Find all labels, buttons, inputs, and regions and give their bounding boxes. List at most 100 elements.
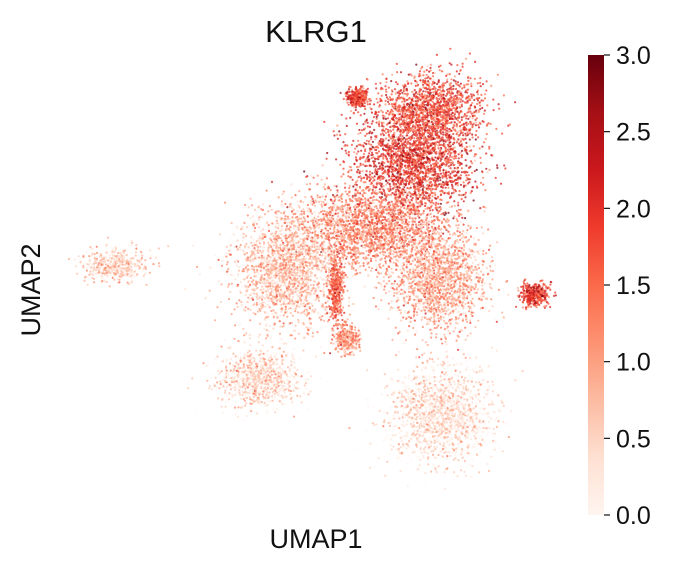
scatter-point [423, 100, 426, 104]
scatter-point [370, 132, 373, 135]
scatter-point [439, 120, 442, 123]
scatter-point [390, 108, 393, 111]
scatter-point [446, 111, 449, 114]
scatter-point [450, 179, 453, 182]
scatter-point [411, 103, 414, 107]
scatter-point [338, 218, 341, 221]
scatter-point [418, 154, 421, 157]
scatter-point [381, 73, 384, 76]
scatter-point [359, 131, 362, 135]
scatter-point [447, 186, 450, 189]
scatter-point [377, 191, 380, 194]
scatter-point [421, 203, 424, 206]
scatter-point [427, 128, 431, 131]
scatter-point [407, 176, 410, 179]
scatter-point [471, 136, 474, 139]
scatter-point [449, 167, 452, 170]
scatter-point [402, 203, 405, 206]
scatter-point [416, 120, 419, 123]
scatter-point [380, 99, 383, 102]
scatter-point [355, 104, 358, 107]
scatter-point [353, 92, 357, 95]
scatter-point [391, 173, 394, 176]
scatter-point [457, 170, 460, 173]
scatter-cluster [339, 84, 369, 115]
scatter-point [370, 192, 373, 195]
scatter-point [322, 186, 325, 189]
scatter-point [381, 161, 384, 164]
scatter-point [411, 161, 414, 164]
scatter-point [420, 152, 423, 156]
scatter-point [393, 131, 396, 134]
scatter-point [465, 114, 468, 117]
scatter-point [392, 175, 395, 178]
scatter-point [448, 121, 451, 124]
scatter-point [430, 185, 433, 188]
scatter-point [380, 109, 383, 112]
scatter-point [454, 175, 457, 178]
scatter-point [379, 82, 382, 85]
scatter-point [357, 150, 360, 153]
scatter-point [360, 206, 364, 209]
scatter-point [422, 83, 425, 86]
scatter-point [496, 73, 499, 76]
scatter-point [431, 177, 435, 180]
scatter-point [417, 137, 420, 140]
scatter-point [384, 131, 387, 135]
scatter-point [498, 107, 501, 110]
scatter-point [479, 207, 482, 210]
scatter-point [411, 90, 414, 93]
scatter-point [456, 119, 459, 122]
scatter-point [332, 195, 336, 198]
scatter-point [359, 175, 362, 178]
scatter-point [359, 271, 362, 274]
scatter-point [436, 131, 439, 134]
scatter-point [461, 65, 464, 68]
scatter-point [402, 115, 405, 119]
scatter-point [350, 110, 353, 113]
scatter-point [489, 122, 492, 126]
scatter-point [395, 176, 398, 179]
scatter-point [435, 197, 438, 200]
scatter-point [383, 115, 386, 118]
scatter-point [364, 181, 367, 184]
scatter-point [446, 143, 449, 146]
scatter-point [449, 144, 452, 147]
scatter-point [425, 156, 428, 159]
scatter-point [397, 105, 400, 108]
scatter-point [389, 110, 392, 114]
scatter-point [507, 124, 510, 127]
scatter-point [454, 155, 458, 158]
scatter-point [409, 118, 412, 121]
scatter-point [402, 142, 405, 146]
scatter-point [376, 203, 379, 206]
scatter-point [396, 171, 399, 174]
scatter-point [410, 199, 413, 202]
scatter-point [359, 105, 362, 108]
scatter-point [402, 103, 405, 106]
scatter-point [485, 89, 488, 92]
scatter-point [381, 124, 384, 128]
scatter-point [311, 212, 314, 215]
scatter-point [449, 172, 452, 175]
scatter-point [460, 167, 464, 170]
scatter-point [430, 79, 433, 82]
scatter-point [433, 215, 436, 218]
scatter-point [378, 125, 381, 128]
scatter-point [391, 139, 394, 142]
scatter-point [428, 87, 431, 90]
scatter-point [481, 170, 484, 173]
scatter-point [358, 103, 361, 106]
scatter-point [398, 195, 402, 198]
scatter-point [485, 167, 488, 170]
scatter-point [466, 88, 470, 91]
scatter-point [362, 163, 365, 166]
scatter-point [442, 175, 446, 178]
scatter-point [435, 160, 438, 163]
scatter-point [398, 165, 401, 169]
scatter-point [369, 97, 372, 101]
scatter-point [398, 186, 401, 189]
scatter-point [329, 214, 332, 217]
scatter-point [324, 195, 327, 198]
scatter-point [409, 106, 413, 109]
